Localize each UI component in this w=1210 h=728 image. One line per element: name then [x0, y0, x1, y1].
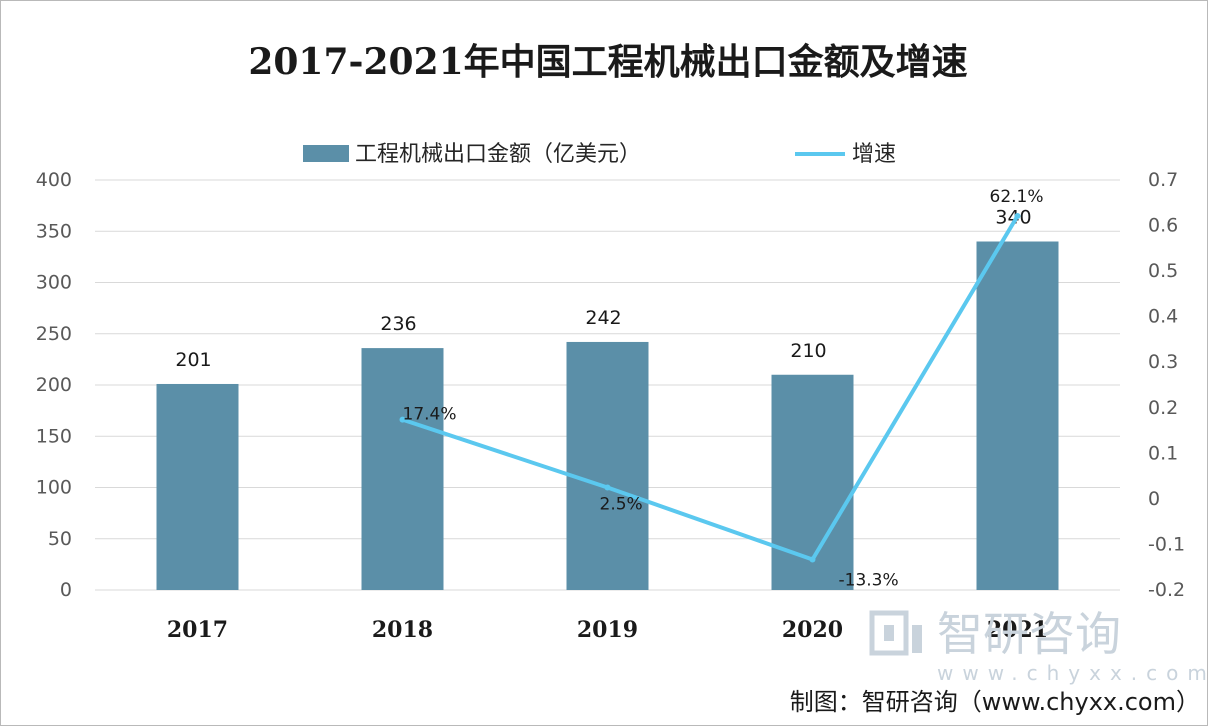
y-right-tick-label: -0.1: [1148, 533, 1185, 555]
bar-data-label: 340: [995, 207, 1031, 229]
watermark: 智研咨询 www.chyxx.com: [869, 607, 1210, 685]
bar-series: [156, 241, 1059, 590]
bar: [361, 348, 444, 590]
bar: [566, 341, 649, 590]
x-tick-label: 2017: [167, 617, 228, 643]
y-right-tick-label: 0.2: [1148, 397, 1178, 419]
gridlines: [95, 179, 1120, 591]
y-left-tick-label: 200: [36, 374, 72, 396]
legend-bar-swatch: [303, 145, 349, 162]
y-right-tick-label: -0.2: [1148, 579, 1185, 601]
y-axis-right: -0.2 -0.1 0 0.1 0.2 0.3 0.4 0.5 0.6 0.7: [1148, 169, 1185, 601]
growth-data-label: 17.4%: [403, 405, 457, 425]
growth-point: [809, 556, 816, 563]
y-right-tick-label: 0.5: [1148, 260, 1178, 282]
line-series: [399, 212, 1021, 563]
y-left-tick-label: 50: [48, 528, 72, 550]
y-right-tick-label: 0.1: [1148, 442, 1178, 464]
y-left-tick-label: 100: [36, 477, 72, 499]
y-left-tick-label: 300: [36, 272, 72, 294]
legend-line-label: 增速: [852, 142, 896, 167]
bar-data-label: 242: [585, 307, 621, 329]
growth-data-label: 62.1%: [990, 187, 1044, 207]
bar: [976, 241, 1059, 590]
growth-point: [1014, 212, 1021, 219]
line-data-labels: 17.4% 2.5% -13.3% 62.1%: [403, 187, 1044, 590]
growth-data-label: -13.3%: [839, 570, 899, 590]
watermark-url: www.chyxx.com: [937, 661, 1210, 685]
chart-title: 2017-2021年中国工程机械出口金额及增速: [248, 41, 967, 83]
growth-line: [401, 214, 1020, 562]
growth-point: [399, 416, 406, 423]
chart-credit: 制图：智研咨询（www.chyxx.com）: [790, 688, 1200, 716]
y-left-tick-label: 250: [36, 323, 72, 345]
x-tick-label: 2021: [987, 617, 1048, 643]
y-right-tick-label: 0.4: [1148, 306, 1178, 328]
y-right-tick-label: 0.6: [1148, 215, 1178, 237]
bar-data-labels: 201 236 242 210 340: [175, 207, 1031, 371]
y-left-tick-label: 0: [60, 579, 72, 601]
bar: [771, 374, 854, 590]
bar-data-label: 210: [790, 340, 826, 362]
y-right-tick-label: 0.3: [1148, 351, 1178, 373]
y-left-tick-label: 350: [36, 220, 72, 242]
y-right-tick-label: 0.7: [1148, 169, 1178, 191]
x-tick-label: 2018: [372, 617, 433, 643]
x-tick-label: 2020: [782, 617, 843, 643]
bar: [156, 383, 239, 590]
growth-data-label: 2.5%: [600, 495, 643, 515]
bar-data-label: 236: [380, 313, 416, 335]
y-right-tick-label: 0: [1148, 488, 1160, 510]
y-left-tick-label: 150: [36, 425, 72, 447]
y-left-tick-label: 400: [36, 169, 72, 191]
growth-point: [604, 484, 611, 491]
x-tick-label: 2019: [577, 617, 638, 643]
legend-bar-label: 工程机械出口金额（亿美元）: [355, 142, 641, 167]
watermark-text: 智研咨询: [937, 607, 1121, 661]
bar-data-label: 201: [175, 349, 211, 371]
x-axis: 2017 2018 2019 2020 2021: [167, 617, 1048, 643]
watermark-logo-icon: [869, 610, 922, 656]
y-axis-left: 0 50 100 150 200 250 300 350 400: [36, 169, 72, 601]
legend: 工程机械出口金额（亿美元） 增速: [303, 142, 896, 167]
